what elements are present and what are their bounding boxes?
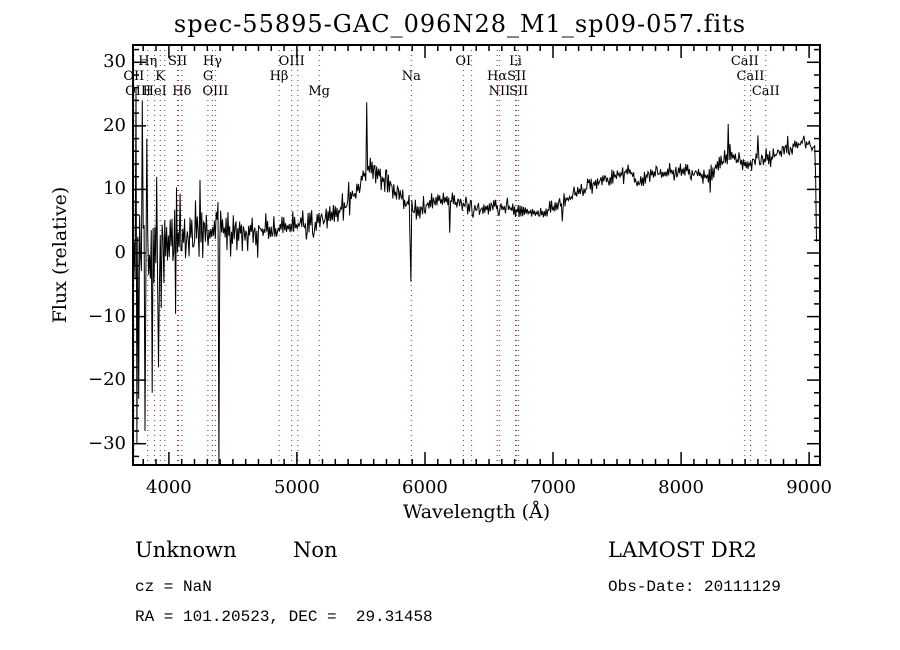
spectrum-trace [133, 87, 817, 465]
class-label: Unknown [135, 538, 237, 562]
spectral-ref-lines [133, 45, 767, 465]
line-label-k: K [155, 69, 165, 84]
y-tick-label: −10 [88, 305, 126, 327]
ra-dec-coords: RA = 101.20523, DEC = 29.31458 [135, 608, 433, 626]
line-label-hδ: Hδ [172, 84, 192, 99]
line-label-hγ: Hγ [202, 54, 222, 69]
line-label-oiii: OIII [278, 54, 305, 69]
cz-value: cz = NaN [135, 578, 212, 596]
line-label-sii: SII [509, 84, 529, 99]
line-label-na: Na [401, 69, 421, 84]
page-title: spec-55895-GAC_096N28_M1_sp09-057.fits [173, 10, 747, 38]
y-tick-label: −30 [88, 432, 126, 454]
y-tick-label: 10 [103, 178, 126, 200]
line-label-caii: CaII [736, 69, 765, 84]
line-label-hei: HeI [142, 84, 167, 99]
line-label-hβ: Hβ [269, 69, 289, 84]
line-label-sii: SII [507, 69, 527, 84]
survey-label: LAMOST DR2 [608, 538, 757, 562]
y-tick-label: −20 [88, 369, 126, 391]
y-axis-title: Flux (relative) [49, 186, 71, 324]
line-label-oiii: OIII [202, 84, 229, 99]
line-label-li: Li [509, 54, 522, 69]
line-label-hη: Hη [138, 54, 158, 69]
y-tick-label: 20 [103, 114, 126, 136]
line-label-caii: CaII [730, 54, 759, 69]
line-label-oii: OII [123, 69, 145, 84]
line-label-caii: CaII [751, 84, 780, 99]
line-label-hα: Hα [487, 69, 508, 84]
subclass-label: Non [293, 538, 338, 562]
x-tick-label: 7000 [530, 477, 576, 498]
x-tick-label: 4000 [145, 477, 192, 498]
plot-frame [132, 44, 821, 466]
line-label-sii: SII [168, 54, 188, 69]
y-tick-label: 30 [103, 51, 126, 73]
y-tick-label: 0 [114, 241, 126, 263]
line-label-mg: Mg [308, 84, 330, 99]
obs-date: Obs-Date: 20111129 [608, 578, 781, 596]
x-tick-label: 9000 [786, 477, 833, 498]
x-axis-title: Wavelength (Å) [402, 501, 551, 523]
x-tick-label: 8000 [658, 477, 704, 498]
axis-ticks [133, 45, 820, 465]
line-label-oiii: OIII [125, 84, 152, 99]
x-tick-label: 5000 [274, 477, 320, 498]
line-label-oi: OI [455, 54, 472, 69]
line-label-nii: NII [488, 84, 511, 99]
x-tick-label: 6000 [402, 477, 448, 498]
line-label-g: G [202, 69, 214, 84]
